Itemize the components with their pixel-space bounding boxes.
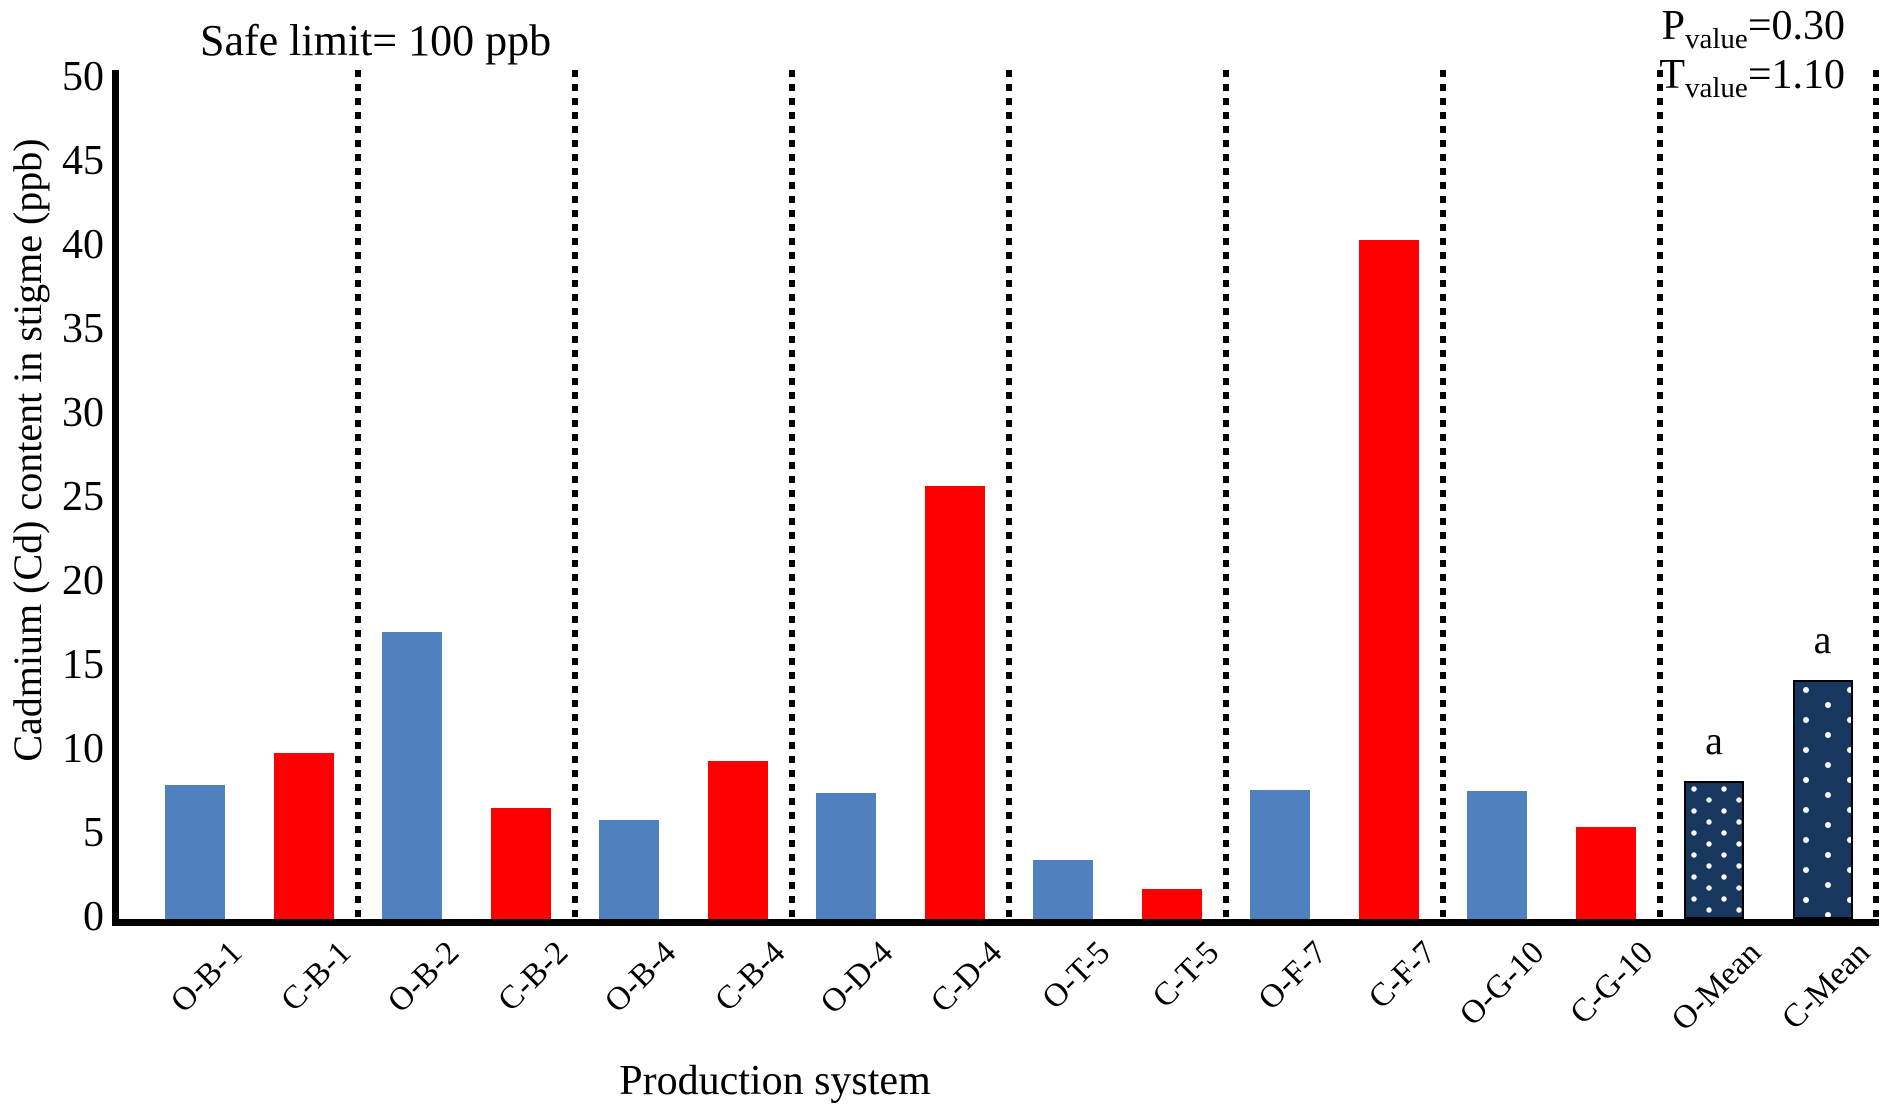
x-axis-title: Production system [619, 1058, 931, 1104]
pair-separator-dotted-line [1656, 70, 1663, 919]
x-axis-line [112, 919, 1879, 926]
bar-C-B-2 [490, 808, 551, 919]
y-tick-label: 30 [62, 390, 104, 436]
t-value-subscript: value [1685, 72, 1748, 104]
bar-C-G-10 [1575, 827, 1636, 919]
bar-O-G-10 [1467, 791, 1527, 919]
bar-O-B-4 [599, 820, 659, 919]
significance-letter-C-Mean: a [1813, 617, 1832, 662]
pair-separator-dotted-line [571, 70, 578, 919]
bar-O-T-5 [1033, 860, 1093, 919]
y-tick-label: 20 [62, 558, 104, 604]
significance-letter-O-Mean: a [1705, 718, 1723, 763]
bar-C-F-7 [1358, 240, 1419, 919]
bar-O-B-2 [382, 632, 442, 919]
safe-limit-annotation: Safe limit= 100 ppb [200, 16, 552, 65]
bar-C-B-4 [707, 761, 768, 919]
bar-C-T-5 [1141, 889, 1202, 919]
y-tick-label: 10 [62, 726, 104, 772]
y-tick-label: 45 [62, 138, 104, 184]
bar-O-Mean [1684, 781, 1744, 919]
p-value-line: Pvalue=0.30 [1661, 3, 1845, 55]
bar-C-B-1 [273, 753, 334, 919]
y-tick-label: 15 [62, 642, 104, 688]
t-value-line: Tvalue=1.10 [1659, 52, 1845, 104]
y-tick-label: 40 [62, 222, 104, 268]
pair-separator-dotted-line [788, 70, 795, 919]
y-axis-line [112, 70, 119, 926]
y-tick-label: 25 [62, 474, 104, 520]
y-tick-label: 0 [83, 894, 104, 940]
bar-C-Mean [1792, 680, 1853, 919]
plot-right-dotted-line [1873, 70, 1879, 919]
pair-separator-dotted-line [1222, 70, 1229, 919]
stats-annotation: Pvalue=0.30 Tvalue=1.10 [1535, 2, 1845, 104]
y-tick-label: 35 [62, 306, 104, 352]
y-tick-label: 5 [83, 810, 104, 856]
bar-O-F-7 [1250, 790, 1310, 919]
bar-C-D-4 [924, 486, 985, 919]
p-value-subscript: value [1685, 23, 1748, 55]
bar-O-D-4 [816, 793, 876, 919]
bar-O-B-1 [165, 785, 225, 919]
y-tick-label: 50 [62, 54, 104, 100]
pair-separator-dotted-line [354, 70, 361, 919]
pair-separator-dotted-line [1439, 70, 1446, 919]
pair-separator-dotted-line [1005, 70, 1012, 919]
